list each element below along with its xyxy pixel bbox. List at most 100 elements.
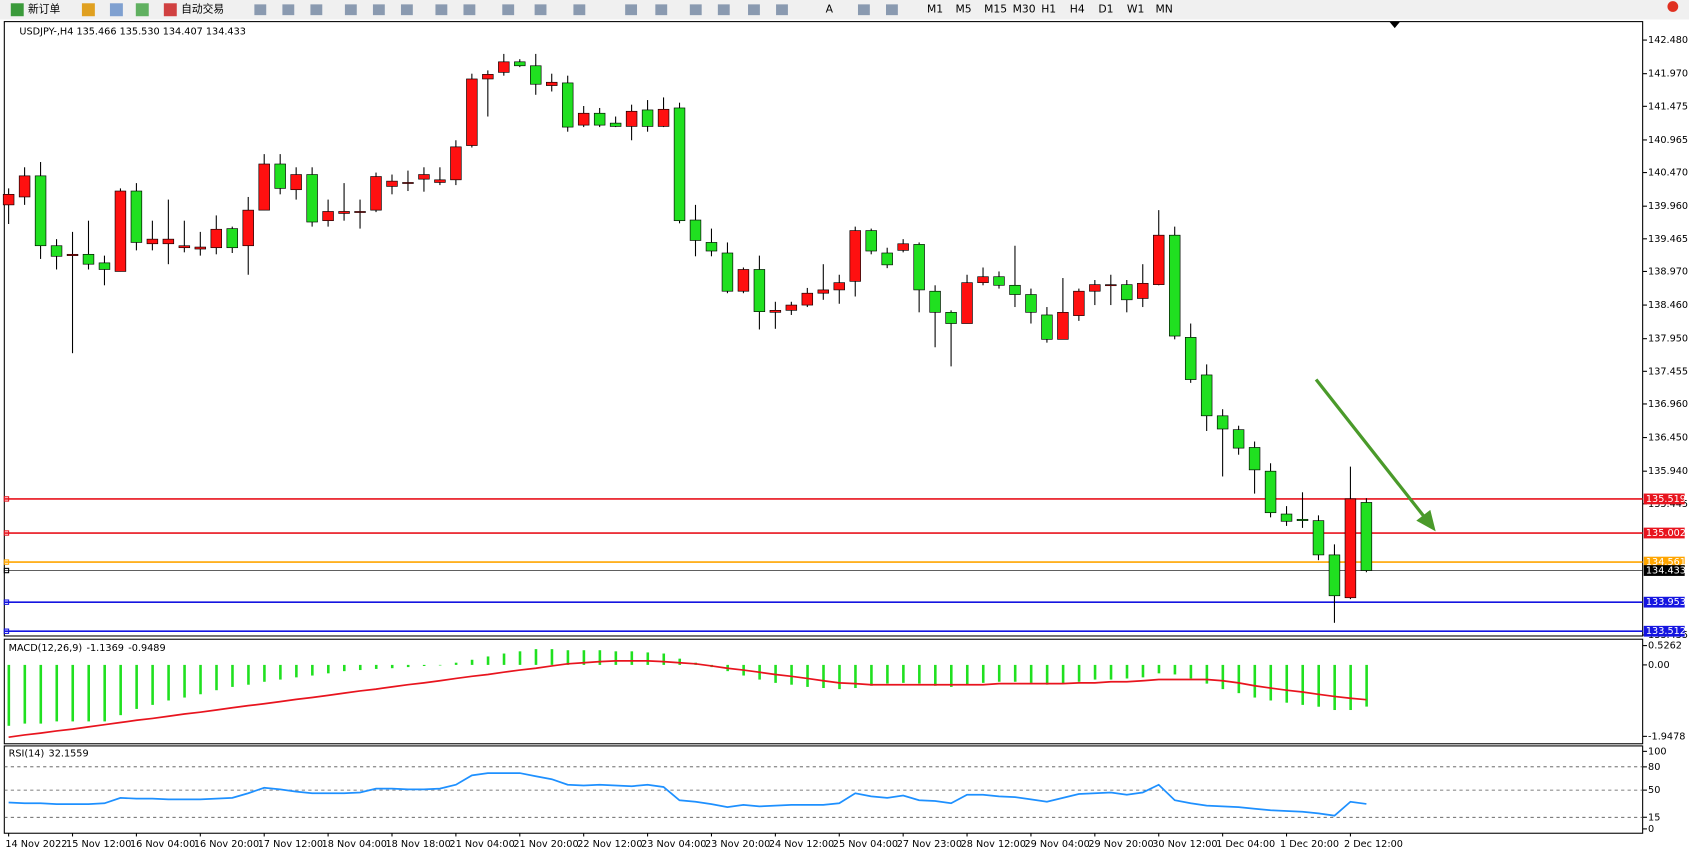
candle-body	[753, 269, 766, 312]
toolbar-bg	[0, 0, 1689, 20]
y-tick-label: 139.960	[1648, 201, 1688, 212]
timeframe-button[interactable]: MN	[1155, 3, 1172, 16]
macd-bar	[342, 664, 346, 672]
macd-bar	[7, 664, 11, 726]
y-tick-label: 0	[1648, 824, 1654, 835]
tool-icon[interactable]	[534, 4, 547, 16]
macd-bar	[247, 664, 250, 685]
timeframe-button[interactable]: W1	[1127, 3, 1145, 16]
candle-body	[913, 244, 925, 291]
macd-bar	[934, 664, 937, 686]
candle-body	[1216, 415, 1229, 430]
timeframe-button[interactable]: M30	[1013, 3, 1036, 16]
text-tool[interactable]: A	[826, 3, 834, 16]
timeframe-button[interactable]: M15	[984, 3, 1007, 16]
tool-icon[interactable]	[400, 4, 413, 16]
tool-icon[interactable]	[885, 4, 898, 16]
tool-icon[interactable]	[463, 4, 476, 16]
price-label: 134.561	[1646, 557, 1686, 568]
y-tick-label: 141.970	[1648, 69, 1688, 80]
macd-bar	[167, 664, 170, 701]
tool-icon[interactable]	[655, 4, 668, 16]
price-label: 134.433	[1646, 566, 1686, 577]
candle-body	[897, 243, 909, 251]
candle-body	[721, 252, 734, 292]
notification-badge[interactable]	[1667, 1, 1679, 12]
candle-body	[865, 230, 877, 252]
candle-body	[785, 304, 798, 311]
candle-body	[1089, 284, 1101, 292]
y-tick-label: 136.960	[1648, 399, 1688, 410]
tool-icon[interactable]	[282, 4, 295, 16]
arrow-shaft	[1314, 378, 1430, 523]
macd-bar	[1061, 664, 1065, 684]
macd-bar	[103, 664, 106, 722]
macd-bar	[71, 664, 75, 722]
tool-icon[interactable]	[689, 4, 702, 16]
tool-icon[interactable]	[81, 3, 95, 17]
trend-arrow	[1314, 378, 1436, 532]
y-tick-label: 142.480	[1648, 35, 1688, 46]
timeframe-button[interactable]: D1	[1098, 3, 1113, 16]
candle-body	[386, 180, 398, 187]
candle-body	[274, 163, 286, 189]
tool-icon[interactable]	[344, 4, 357, 16]
tool-icon[interactable]	[502, 4, 515, 16]
macd-bar	[1093, 664, 1097, 680]
tool-icon[interactable]	[372, 4, 385, 16]
candle-body	[482, 74, 494, 80]
macd-bar	[1253, 664, 1257, 698]
price-label-bg	[1643, 556, 1685, 568]
panel-frame	[3, 638, 1644, 745]
x-tick-label: 17 Nov 12:00	[258, 839, 323, 850]
candle-body	[114, 190, 127, 272]
macd-bar	[406, 664, 410, 668]
tool-icon[interactable]	[435, 4, 448, 16]
macd-bar	[39, 664, 43, 724]
macd-bar	[630, 651, 634, 665]
macd-bar	[902, 664, 905, 683]
tool-icon[interactable]	[857, 4, 870, 16]
candle-body	[929, 290, 941, 313]
macd-bar	[454, 662, 458, 665]
timeframe-button[interactable]: M1	[927, 3, 943, 16]
macd-bar	[997, 664, 1001, 682]
tool-icon[interactable]	[573, 4, 586, 16]
tool-icon[interactable]	[109, 3, 123, 17]
macd-bar	[1141, 664, 1145, 678]
tool-icon[interactable]	[254, 4, 267, 16]
tool-icon[interactable]	[717, 4, 730, 16]
auto-trading-icon[interactable]	[163, 3, 177, 17]
panel-frame	[3, 21, 1644, 637]
price-label-bg	[1643, 527, 1685, 539]
new-order-button[interactable]: 新订单	[28, 3, 61, 16]
candle-body	[466, 78, 478, 146]
tool-icon[interactable]	[625, 4, 638, 16]
macd-bar	[838, 664, 841, 690]
timeframes: M1 M5 M15 M30 H1 H4 D1 W1 MN	[927, 3, 1173, 16]
candle-body	[1360, 502, 1373, 571]
tool-icon[interactable]	[310, 4, 323, 16]
macd-bar	[1189, 664, 1193, 679]
timeframe-button[interactable]: H1	[1041, 3, 1056, 16]
x-tick-label: 14 Nov 2022	[5, 839, 67, 850]
x-tick-label: 30 Nov 12:00	[1152, 839, 1217, 850]
macd-bar	[518, 651, 522, 665]
candle-body	[577, 112, 590, 126]
candle-body	[18, 175, 31, 198]
candle-body	[977, 276, 989, 283]
timeframe-button[interactable]: H4	[1070, 3, 1085, 16]
macd-bar	[311, 664, 314, 676]
tool-icon[interactable]	[748, 4, 760, 16]
tool-icon[interactable]	[135, 3, 149, 17]
macd-bar	[1205, 664, 1209, 684]
new-order-icon[interactable]	[10, 3, 24, 17]
auto-trading-button[interactable]: 自动交易	[181, 3, 224, 16]
tool-icon[interactable]	[776, 4, 788, 16]
x-tick-label: 23 Nov 20:00	[705, 839, 770, 850]
macd-bar	[534, 649, 538, 665]
timeframe-button[interactable]: M5	[956, 3, 972, 16]
y-tick-label: 138.460	[1648, 300, 1688, 311]
